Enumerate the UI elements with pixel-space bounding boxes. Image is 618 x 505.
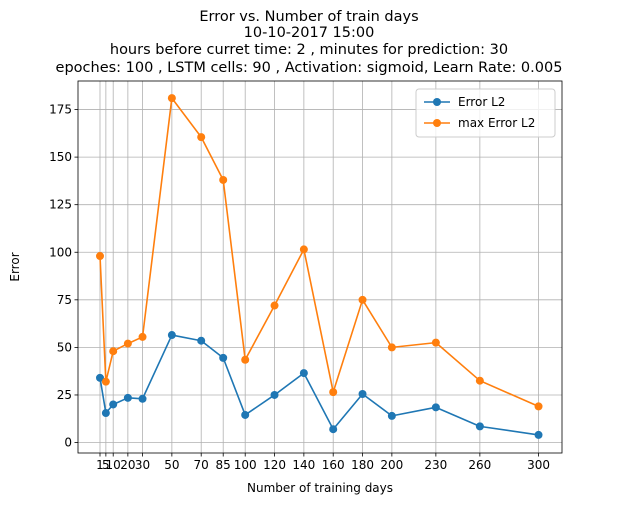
x-tick-label: 200 — [380, 458, 403, 472]
x-tick-label: 70 — [194, 458, 209, 472]
x-tick-label: 260 — [468, 458, 491, 472]
data-point — [123, 339, 132, 348]
y-tick-label: 50 — [57, 340, 72, 354]
data-point — [329, 425, 338, 434]
data-point — [475, 376, 484, 385]
data-point — [109, 400, 118, 409]
x-tick-label: 300 — [527, 458, 550, 472]
data-point — [299, 369, 308, 378]
data-point — [299, 245, 308, 254]
chart-title-line-1: Error vs. Number of train days — [199, 9, 419, 25]
x-tick-label: 100 — [234, 458, 257, 472]
x-tick-label: 230 — [424, 458, 447, 472]
chart-title-line-3: hours before curret time: 2 , minutes fo… — [109, 42, 509, 58]
chart-title-line-2: 10-10-2017 15:00 — [243, 25, 375, 41]
chart-title-line-4: epoches: 100 , LSTM cells: 90 , Activati… — [55, 60, 563, 76]
data-point — [431, 403, 440, 412]
data-point — [219, 175, 228, 184]
y-tick-label: 25 — [57, 388, 72, 402]
data-point — [138, 394, 147, 403]
data-point — [387, 343, 396, 352]
x-tick-label: 5 — [102, 458, 110, 472]
data-point — [101, 377, 110, 386]
data-point — [123, 393, 132, 402]
x-tick-label: 160 — [322, 458, 345, 472]
data-point — [241, 355, 250, 364]
x-tick-label: 1 — [96, 458, 104, 472]
data-point — [101, 409, 110, 418]
y-tick-label: 125 — [49, 198, 72, 212]
data-point — [358, 295, 367, 304]
data-point — [197, 336, 206, 345]
data-point — [96, 252, 104, 261]
data-point — [219, 353, 228, 362]
x-tick-label: 50 — [164, 458, 179, 472]
data-point — [329, 388, 338, 397]
series-layer — [96, 94, 543, 439]
data-point — [534, 402, 543, 411]
x-tick-label: 85 — [216, 458, 231, 472]
legend-marker-1 — [433, 119, 441, 127]
y-tick-label: 175 — [49, 103, 72, 117]
data-point — [270, 301, 279, 310]
data-point — [270, 390, 279, 399]
y-tick-label: 75 — [57, 293, 72, 307]
x-tick-label: 30 — [135, 458, 150, 472]
y-tick-label: 150 — [49, 150, 72, 164]
x-tick-label: 140 — [292, 458, 315, 472]
legend-label-1: max Error L2 — [458, 116, 535, 130]
y-tick-label: 100 — [49, 245, 72, 259]
legend-marker-0 — [433, 98, 441, 106]
data-point — [387, 411, 396, 420]
x-tick-label: 20 — [120, 458, 135, 472]
x-tick-label: 180 — [351, 458, 374, 472]
data-point — [431, 338, 440, 347]
data-point — [475, 422, 484, 431]
data-point — [197, 133, 206, 142]
legend-box — [415, 88, 556, 138]
legend-label-0: Error L2 — [458, 95, 505, 109]
data-point — [534, 430, 543, 439]
data-point — [167, 331, 176, 340]
plot-frame — [77, 80, 563, 454]
legend: Error L2 max Error L2 — [415, 88, 556, 138]
data-point — [96, 373, 104, 382]
data-point — [138, 332, 147, 341]
x-tick-label: 120 — [263, 458, 286, 472]
y-axis-label: Error — [8, 252, 22, 281]
data-point — [167, 94, 176, 103]
y-tick-label: 0 — [64, 436, 72, 450]
x-axis-label: Number of training days — [247, 481, 393, 495]
data-point — [109, 347, 118, 356]
data-point — [358, 390, 367, 399]
data-point — [241, 410, 250, 419]
series-line-0 — [99, 334, 539, 436]
x-tick-label: 10 — [106, 458, 121, 472]
